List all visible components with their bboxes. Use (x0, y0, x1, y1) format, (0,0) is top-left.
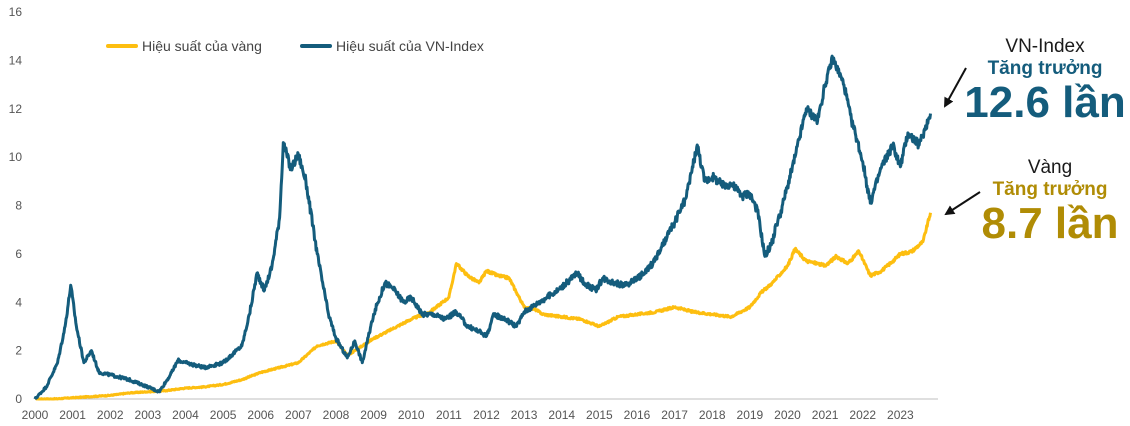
x-tick-label: 2017 (661, 408, 688, 422)
x-tick-label: 2007 (285, 408, 312, 422)
legend: Hiệu suất của vàng Hiệu suất của VN-Inde… (106, 38, 484, 54)
y-tick-label: 2 (15, 344, 22, 358)
x-tick-label: 2009 (360, 408, 387, 422)
y-tick-label: 16 (9, 5, 23, 19)
x-tick-label: 2000 (22, 408, 49, 422)
legend-label-gold: Hiệu suất của vàng (142, 38, 262, 54)
x-tick-label: 2008 (323, 408, 350, 422)
y-tick-label: 6 (15, 247, 22, 261)
y-tick-label: 12 (9, 102, 23, 116)
x-tick-label: 2002 (97, 408, 124, 422)
vnindex-arrow (944, 67, 967, 108)
x-tick-label: 2018 (699, 408, 726, 422)
y-tick-label: 0 (15, 392, 22, 406)
gold-annotation-name: Vàng (1027, 157, 1073, 178)
x-tick-label: 2011 (436, 408, 462, 422)
x-tick-label: 2004 (172, 408, 199, 422)
gold-annotation: Vàng Tăng trưởng 8.7 lần (970, 157, 1130, 247)
x-tick-label: 2001 (59, 408, 86, 422)
x-tick-label: 2022 (849, 408, 876, 422)
gold-arrow (944, 191, 981, 216)
gold-annotation-subtitle: Tăng trưởng (992, 179, 1108, 200)
x-axis: 2000 2001 2002 2003 2004 2005 2006 2007 2008 2009… (22, 398, 938, 422)
vnindex-annotation-name: VN-Index (1005, 36, 1085, 57)
x-tick-label: 2003 (135, 408, 162, 422)
vnindex-annotation-subtitle: Tăng trưởng (987, 58, 1103, 79)
y-tick-label: 8 (15, 199, 22, 213)
x-tick-label: 2012 (473, 408, 500, 422)
x-tick-label: 2005 (210, 408, 237, 422)
legend-label-vnindex: Hiệu suất của VN-Index (336, 38, 484, 54)
y-axis: 0 2 4 6 8 10 12 14 16 (9, 5, 23, 406)
x-tick-label: 2015 (586, 408, 613, 422)
x-tick-label: 2014 (548, 408, 575, 422)
y-tick-label: 4 (15, 295, 22, 309)
x-tick-label: 2021 (812, 408, 839, 422)
gold-annotation-value: 8.7 lần (981, 199, 1119, 248)
series-line-vnindex (33, 54, 932, 400)
series-layer (33, 54, 932, 401)
x-tick-label: 2020 (774, 408, 801, 422)
x-tick-label: 2016 (624, 408, 651, 422)
x-tick-label: 2013 (511, 408, 538, 422)
y-tick-label: 10 (9, 150, 23, 164)
vnindex-annotation: VN-Index Tăng trưởng 12.6 lần (960, 36, 1130, 126)
y-tick-label: 14 (9, 53, 23, 67)
x-tick-label: 2006 (247, 408, 274, 422)
annotation-arrows (944, 67, 981, 216)
x-tick-label: 2019 (737, 408, 764, 422)
x-tick-label: 2010 (398, 408, 425, 422)
x-tick-label: 2023 (887, 408, 914, 422)
vnindex-annotation-value: 12.6 lần (964, 78, 1126, 127)
series-line-gold (34, 212, 932, 401)
